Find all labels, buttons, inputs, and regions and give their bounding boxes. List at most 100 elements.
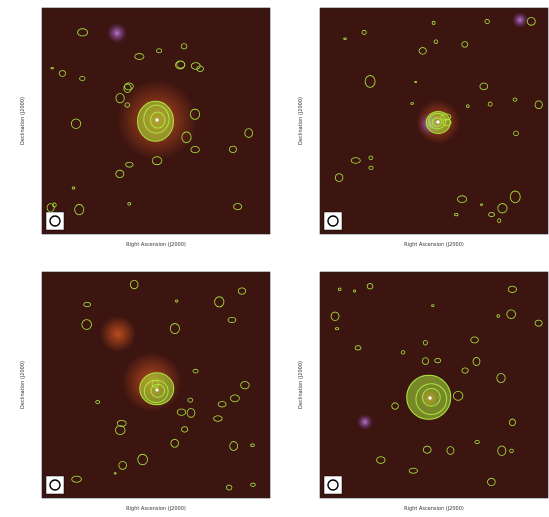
noise-contour [513,130,519,137]
contour [137,100,175,142]
noise-contour [151,156,163,166]
noise-contour [496,314,500,318]
noise-contour [474,440,480,445]
noise-contour [461,367,469,374]
noise-contour [337,287,342,292]
noise-contour [526,17,536,26]
noise-contour [181,426,189,433]
noise-contour [418,47,427,55]
y-axis-label: Declination (J2000) [20,97,26,145]
beam-box [45,475,65,495]
noise-contour [124,82,134,91]
panel: Right Ascension (J2000) Declination (J200… [20,7,271,248]
noise-contour [123,83,132,93]
noise-contour [400,350,406,355]
noise-contour [422,445,432,454]
panel: Right Ascension (J2000) Declination (J200… [20,271,271,512]
beam [49,479,61,491]
noise-contour [176,60,186,69]
noise-contour [70,118,82,129]
noise-contour [116,419,127,427]
noise-contour [134,53,145,60]
noise-contour [466,104,470,108]
centre-marker [436,120,440,124]
noise-contour [50,66,54,70]
noise-contour [125,161,134,168]
noise-contour [187,397,194,403]
purple-source [512,12,528,28]
noise-contour [156,48,163,54]
noise-contour [118,460,127,470]
panel: Right Ascension (J2000) Declination (J200… [298,7,549,248]
noise-contour [74,204,85,216]
noise-contour [487,101,493,107]
contour [422,388,441,407]
noise-contour [408,467,418,474]
noise-contour [240,381,250,390]
noise-contour [180,43,188,50]
noise-contour [192,368,199,374]
noise-contour [472,357,481,366]
noise-contour [71,475,82,483]
beam [327,215,339,227]
purple-source [357,414,373,430]
noise-contour [497,218,502,223]
noise-contour [170,438,179,448]
noise-contour [410,102,414,105]
noise-contour [137,453,148,466]
noise-contour [376,456,386,464]
x-axis-label: Right Ascension (J2000) [126,242,186,248]
noise-contour [226,484,233,491]
noise-contour [470,336,479,344]
noise-contour [127,202,132,206]
noise-contour [431,20,436,25]
centre-marker [428,396,432,400]
noise-contour [488,212,495,218]
noise-contour [454,213,459,217]
noise-contour [361,29,367,35]
contour [415,383,448,416]
noise-contour [509,190,521,204]
noise-contour [442,118,452,127]
noise-contour [497,445,507,456]
noise-contour [244,128,254,138]
contour [143,104,170,134]
noise-contour [83,301,92,308]
noise-contour [124,102,130,108]
noise-contour [334,327,340,331]
noise-contour [113,472,117,475]
noise-contour [213,415,223,422]
noise-contour [487,477,496,487]
noise-contour [368,155,374,160]
noise-contour [229,145,237,153]
panel: Right Ascension (J2000) Declination (J200… [298,271,549,512]
noise-contour [414,81,418,84]
contour [150,383,166,398]
beam [49,215,61,227]
noise-contour [453,390,464,401]
noise-contour [461,41,469,48]
noise-contour [250,482,256,487]
noise-contour [151,380,160,388]
noise-contour [343,37,347,40]
noise-contour [186,408,196,418]
centre-marker [155,118,159,122]
centre-marker [155,388,159,392]
y-axis-label: Declination (J2000) [298,97,304,145]
noise-contour [52,202,57,208]
galaxy-glow [100,316,136,352]
noise-contour [115,425,126,435]
x-axis-label: Right Ascension (J2000) [126,506,186,512]
noise-contour [190,145,200,154]
noise-contour [366,283,374,290]
noise-contour [79,75,86,82]
noise-contour [534,319,543,327]
noise-contour [334,173,344,182]
noise-contour [130,279,139,290]
noise-contour [176,408,187,416]
noise-contour [95,400,101,404]
noise-contour [422,340,428,346]
noise-contour [353,289,356,293]
y-axis-label: Declination (J2000) [298,361,304,409]
